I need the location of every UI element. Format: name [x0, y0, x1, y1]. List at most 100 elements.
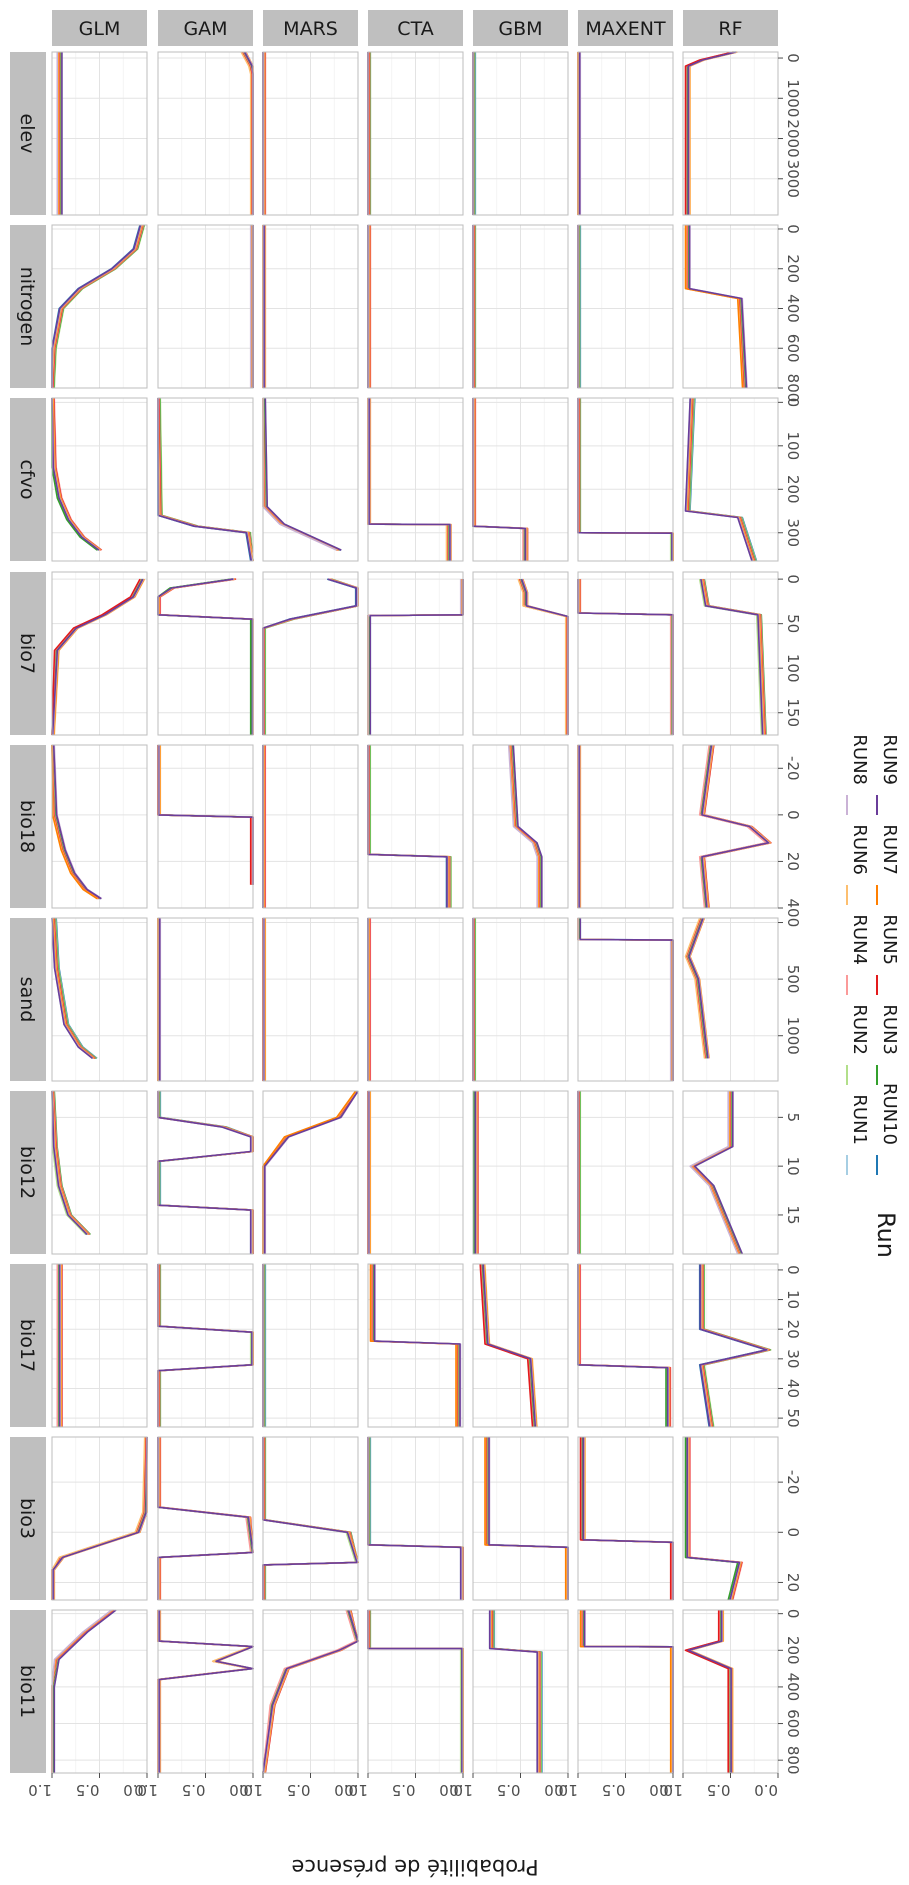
- panel-border: [157, 744, 254, 909]
- panel-border: [472, 1090, 569, 1255]
- tick-label-bio11: 0: [784, 1609, 802, 1619]
- curve-run-6: [479, 1263, 534, 1428]
- panel-border: [367, 744, 464, 909]
- panel-gbm-bio3: [472, 1436, 569, 1601]
- curve-run-10: [157, 1091, 252, 1254]
- panel-border: [577, 1436, 674, 1601]
- curve-run-10: [688, 225, 748, 389]
- panel-border: [577, 51, 674, 216]
- panel-maxent-cfvo: [577, 397, 674, 562]
- probability-ticks: 1.0 0.5 0.01.0 0.5 0.01.0 0.5 0.01.0 0.5 0.01.0 0…: [28, 1773, 779, 1799]
- panel-border: [157, 51, 254, 216]
- panel-cta-bio11: [367, 1609, 464, 1774]
- strip-bio3: [10, 1437, 46, 1600]
- panel-glm-bio12: [51, 1090, 148, 1255]
- curve-run-10: [686, 1437, 741, 1601]
- panel-gam-bio12: [157, 1090, 254, 1255]
- panel-gam-elev: [157, 51, 254, 216]
- legend: Run RUN1 RUN10 RUN2 RUN3 RUN4 RUN5 RUN6 RUN7 RUN8…: [846, 734, 900, 1258]
- strip-label-bio3: bio3: [16, 1498, 38, 1539]
- strip-bio12: [10, 1091, 46, 1254]
- tick-label-probability: 1.0: [344, 1781, 368, 1799]
- curve-run-10: [693, 1091, 744, 1255]
- panel-border: [262, 917, 359, 1082]
- panel-border: [472, 224, 569, 389]
- tick-label-cfvo: 100: [784, 431, 802, 460]
- panel-cta-bio17: [367, 1263, 464, 1428]
- tick-label-probability: 0.0: [754, 1781, 778, 1799]
- tick-label-bio11: 400: [784, 1673, 802, 1702]
- curve-run-10: [264, 397, 342, 551]
- panel-glm-sand: [51, 917, 148, 1082]
- tick-label-probability: 0.5: [707, 1781, 731, 1799]
- strip-label-sand: sand: [16, 977, 38, 1023]
- panel-border: [51, 1090, 148, 1255]
- tick-label-probability: 1.0: [239, 1781, 263, 1799]
- panel-border: [472, 571, 569, 736]
- panel-cta-bio3: [367, 1436, 464, 1601]
- panel-border: [262, 397, 359, 562]
- strip-sand: [10, 918, 46, 1081]
- panel-glm-bio3: [51, 1436, 148, 1601]
- panel-border: [262, 744, 359, 909]
- tick-label-cfvo: 0: [784, 398, 802, 408]
- tick-label-bio17: 30: [784, 1349, 802, 1368]
- panel-glm-bio11: [51, 1609, 148, 1774]
- panel-cta-elev: [367, 51, 464, 216]
- panel-gam-bio3: [157, 1436, 254, 1601]
- panel-maxent-bio18: [577, 744, 674, 909]
- tick-label-probability: 0.5: [287, 1781, 311, 1799]
- panel-border: [262, 1436, 359, 1601]
- panel-border: [157, 1263, 254, 1428]
- axis-ticks-bio18: -20 0 20 40: [778, 756, 802, 918]
- tick-label-bio11: 600: [784, 1709, 802, 1738]
- panel-border: [367, 397, 464, 562]
- panel-border: [577, 917, 674, 1082]
- tick-label-bio12: 10: [784, 1157, 802, 1176]
- curve-run-9: [689, 1091, 739, 1255]
- panel-border: [157, 917, 254, 1082]
- curve-run-10: [368, 398, 451, 561]
- panel-mars-bio11: [262, 1609, 359, 1774]
- curve-run-10: [699, 1264, 768, 1428]
- tick-label-sand: 0: [784, 918, 802, 928]
- curve-run-10: [51, 1090, 88, 1236]
- tick-label-bio11: 200: [784, 1636, 802, 1665]
- tick-label-probability: 1.0: [134, 1781, 158, 1799]
- panel-border: [577, 1263, 674, 1428]
- axis-ticks-bio17: 0 10 20 30 40 50: [778, 1265, 802, 1428]
- strip-label-rf: RF: [718, 18, 742, 40]
- panel-border: [262, 224, 359, 389]
- tick-label-nitrogen: 600: [784, 334, 802, 363]
- panel-rf-bio7: [682, 571, 779, 736]
- panel-border: [367, 224, 464, 389]
- panels: [51, 51, 779, 1774]
- panel-border: [682, 571, 779, 736]
- legend-label-run8: RUN8: [849, 734, 870, 785]
- panel-mars-bio17: [262, 1263, 359, 1428]
- panel-rf-bio11: [682, 1609, 779, 1774]
- panel-gbm-bio7: [472, 571, 569, 736]
- panel-border: [682, 1263, 779, 1428]
- panel-gam-bio7: [157, 571, 254, 736]
- curve-run-10: [688, 917, 709, 1059]
- tick-label-bio17: 10: [784, 1290, 802, 1309]
- tick-label-bio18: 20: [784, 852, 802, 871]
- panel-border: [682, 51, 779, 216]
- strip-label-nitrogen: nitrogen: [16, 267, 38, 347]
- panel-border: [157, 1090, 254, 1255]
- curve-run-10: [51, 578, 144, 736]
- legend-title: Run: [872, 1212, 900, 1258]
- panel-border: [682, 917, 779, 1082]
- curve-run-10: [512, 744, 543, 908]
- tick-label-probability: 0.0: [123, 1781, 147, 1799]
- legend-label-run7: RUN7: [879, 824, 900, 875]
- strip-elev: [10, 52, 46, 215]
- axis-ticks-bio3: -20 0 20: [778, 1470, 802, 1592]
- panel-border: [262, 571, 359, 736]
- panel-gam-sand: [157, 917, 254, 1082]
- strip-bio17: [10, 1264, 46, 1427]
- strip-label-glm: GLM: [79, 18, 121, 40]
- strip-glm: [52, 10, 147, 46]
